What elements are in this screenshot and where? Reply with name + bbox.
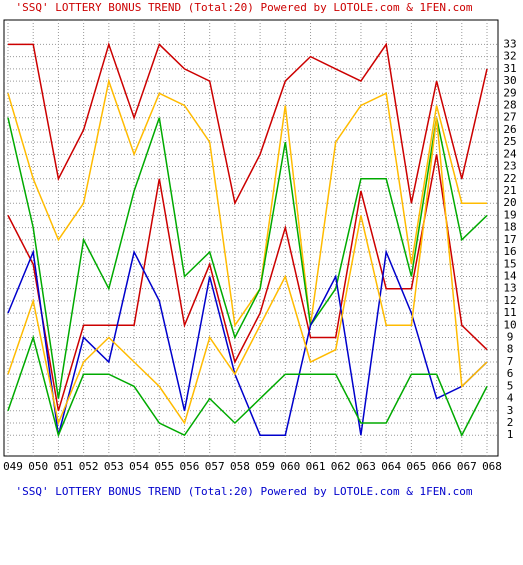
y-tick-label: 6 <box>507 367 514 380</box>
trend-line <box>7 117 488 426</box>
x-tick-label: 068 <box>482 460 502 473</box>
x-tick-label: 055 <box>154 460 174 473</box>
x-tick-label: 062 <box>331 460 351 473</box>
x-tick-label: 064 <box>381 460 401 473</box>
y-tick-label: 10 <box>503 318 516 331</box>
y-tick-label: 1 <box>507 428 514 441</box>
y-tick-label: 28 <box>503 98 516 111</box>
y-tick-label: 12 <box>503 294 516 307</box>
x-tick-label: 051 <box>53 460 73 473</box>
y-tick-label: 19 <box>503 208 516 221</box>
y-tick-label: 2 <box>507 416 514 429</box>
y-tick-label: 33 <box>503 37 516 50</box>
y-tick-label: 26 <box>503 123 516 136</box>
trend-line <box>7 334 488 438</box>
x-tick-label: 061 <box>306 460 326 473</box>
trend-line <box>7 78 487 328</box>
y-tick-label: 29 <box>503 86 516 99</box>
y-tick-label: 15 <box>503 257 516 270</box>
trend-line <box>7 117 488 399</box>
y-tick-label: 14 <box>503 269 517 282</box>
x-tick-label: 057 <box>205 460 225 473</box>
y-tick-label: 13 <box>503 282 516 295</box>
y-tick-label: 11 <box>503 306 516 319</box>
x-tick-label: 053 <box>104 460 124 473</box>
y-tick-label: 31 <box>503 62 516 75</box>
x-tick-label: 067 <box>457 460 477 473</box>
y-tick-label: 9 <box>507 331 514 344</box>
y-tick-label: 20 <box>503 196 516 209</box>
y-tick-label: 16 <box>503 245 516 258</box>
y-tick-label: 17 <box>503 233 516 246</box>
trend-line <box>8 41 488 206</box>
x-tick-label: 059 <box>255 460 275 473</box>
y-tick-label: 32 <box>503 50 516 63</box>
y-tick-label: 25 <box>503 135 516 148</box>
y-tick-label: 24 <box>503 147 517 160</box>
chart-footer: 'SSQ' LOTTERY BONUS TREND (Total:20) Pow… <box>16 485 473 498</box>
x-tick-label: 052 <box>79 460 99 473</box>
trend-line <box>7 154 488 412</box>
y-tick-label: 21 <box>503 184 516 197</box>
x-tick-label: 060 <box>280 460 300 473</box>
x-tick-label: 058 <box>230 460 250 473</box>
x-tick-label: 063 <box>356 460 376 473</box>
x-tick-label: 065 <box>406 460 426 473</box>
x-tick-label: 056 <box>180 460 200 473</box>
trend-line <box>7 249 488 436</box>
y-tick-label: 22 <box>503 172 516 185</box>
x-tick-label: 066 <box>432 460 452 473</box>
y-tick-label: 7 <box>507 355 514 368</box>
y-tick-label: 23 <box>503 160 516 173</box>
y-tick-label: 30 <box>503 74 516 87</box>
y-tick-label: 18 <box>503 221 516 234</box>
y-tick-label: 3 <box>507 404 514 417</box>
y-tick-label: 27 <box>503 111 516 124</box>
plot-frame <box>3 19 499 457</box>
y-tick-label: 8 <box>507 343 514 356</box>
x-tick-label: 050 <box>28 460 48 473</box>
x-tick-label: 049 <box>3 460 23 473</box>
y-tick-label: 4 <box>507 392 514 405</box>
x-tick-label: 054 <box>129 460 149 473</box>
y-tick-label: 5 <box>507 379 514 392</box>
chart-title: 'SSQ' LOTTERY BONUS TREND (Total:20) Pow… <box>16 1 473 14</box>
